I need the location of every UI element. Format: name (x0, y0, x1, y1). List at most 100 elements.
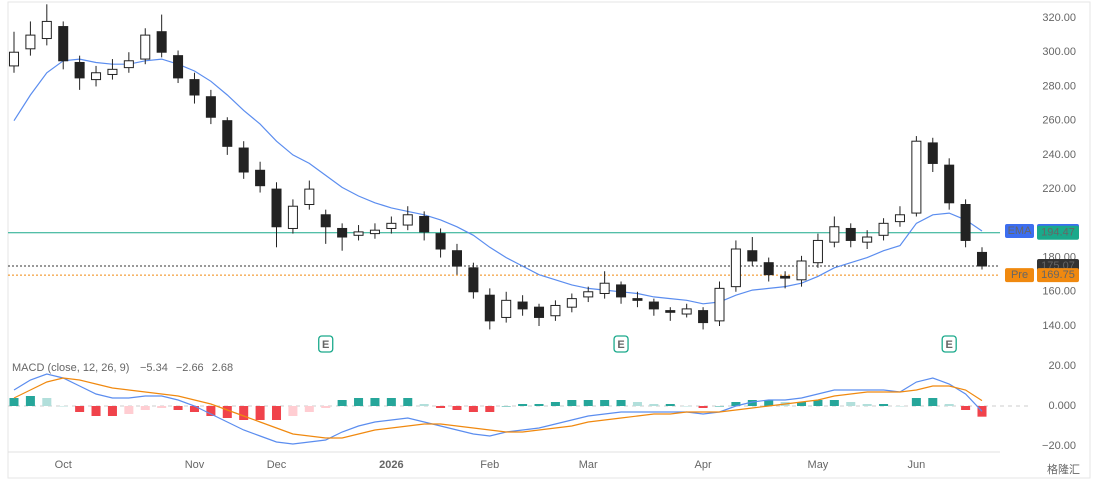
candle-body (862, 236, 873, 243)
x-tick-label: 2026 (379, 459, 403, 471)
candle-body (812, 239, 823, 264)
histogram-bar (42, 398, 52, 406)
histogram-bar (337, 400, 347, 406)
macd-legend-value: −5.34 (140, 362, 168, 374)
candle-body (878, 222, 889, 236)
histogram-bar (271, 406, 282, 420)
histogram-bar (75, 406, 85, 412)
y-tick-label: 300.00 (1042, 46, 1076, 58)
histogram-bar (813, 400, 823, 406)
candle-body (58, 26, 69, 62)
histogram-bar (255, 406, 265, 420)
candle-body (451, 250, 462, 267)
candle-body (140, 34, 151, 60)
candle-body (845, 227, 856, 241)
x-tick-label: Mar (579, 459, 598, 471)
histogram-bar (370, 398, 380, 406)
histogram-bar (714, 406, 725, 407)
candle-body (484, 294, 495, 322)
candle-body (894, 214, 905, 223)
histogram-bar (288, 406, 298, 416)
candle-body (976, 251, 988, 267)
candle-body (566, 298, 577, 308)
x-tick-label: Dec (267, 459, 287, 471)
y-tick-label: 20.00 (1048, 360, 1076, 372)
histogram-bar (862, 404, 872, 406)
histogram-bar (698, 406, 708, 408)
histogram-bar (124, 406, 134, 414)
candle-body (41, 20, 52, 40)
y-tick-label: 320.00 (1042, 12, 1076, 24)
histogram-bar (961, 406, 971, 410)
candle-body (911, 140, 922, 214)
candle-body (238, 147, 249, 173)
candle-body (730, 248, 741, 288)
watermark: 格隆汇 (1047, 462, 1080, 476)
histogram-bar (58, 406, 68, 407)
candle-body (435, 233, 446, 250)
histogram-bar (419, 404, 429, 406)
macd-title: MACD (close, 12, 26, 9) (12, 362, 129, 374)
histogram-bar (91, 406, 101, 416)
candle-body (763, 262, 774, 276)
histogram-bar (895, 406, 905, 407)
histogram-bar (107, 406, 117, 416)
earnings-label: E (322, 339, 329, 351)
histogram-bar (879, 404, 889, 406)
y-tick-label: 0.000 (1048, 400, 1076, 412)
candle-body (534, 306, 545, 318)
histogram-bar (140, 406, 150, 410)
frame (7, 1, 1091, 479)
histogram-bar (911, 398, 921, 406)
histogram-bar (386, 398, 396, 406)
y-tick-label: −20.00 (1042, 440, 1076, 452)
macd-line (13, 373, 983, 445)
badge-label-bg (1005, 224, 1034, 239)
histogram-bar (468, 406, 478, 412)
histogram-bar (321, 406, 331, 408)
y-tick-label: 140.00 (1042, 320, 1076, 332)
earnings-marker (613, 335, 629, 353)
x-tick-label: Feb (480, 459, 499, 471)
histogram-bar (649, 404, 659, 406)
candle-body (74, 61, 85, 79)
macd-legend-value: 2.68 (212, 362, 233, 374)
y-tick-label: 260.00 (1042, 115, 1076, 127)
candle-body (747, 250, 758, 262)
histogram-bar (189, 406, 199, 412)
candle-body (91, 72, 102, 81)
histogram-bar (452, 406, 462, 410)
histogram-bar (501, 406, 511, 407)
histogram-bar (304, 406, 314, 412)
histogram-bar (518, 404, 528, 406)
histogram-bar (485, 406, 495, 412)
earnings-marker (941, 335, 957, 353)
candle-body (681, 308, 692, 315)
candle-body (8, 51, 20, 67)
candle-body (583, 291, 594, 298)
candle-body (665, 310, 676, 313)
candle-body (189, 79, 200, 96)
candle-body (222, 120, 233, 147)
histogram-bar (550, 402, 560, 406)
histogram-bar (436, 406, 446, 408)
candle-body (829, 226, 840, 243)
candle-body (501, 299, 512, 318)
histogram-bar (534, 404, 544, 406)
histogram-bar (600, 400, 610, 406)
histogram-bar (157, 406, 167, 408)
histogram-bar (731, 402, 741, 406)
badge-bg (1037, 225, 1079, 240)
badge-label: Pre (1011, 269, 1028, 281)
candle-body (25, 34, 36, 50)
candle-body (369, 229, 380, 235)
histogram-bar (747, 400, 757, 406)
candle-body (698, 310, 709, 324)
histogram-bar (944, 404, 954, 406)
histogram-bar (354, 398, 364, 406)
y-tick-label: 280.00 (1042, 80, 1076, 92)
candle-body (205, 96, 216, 118)
histogram-bar (797, 402, 807, 406)
histogram-bar (25, 396, 35, 406)
